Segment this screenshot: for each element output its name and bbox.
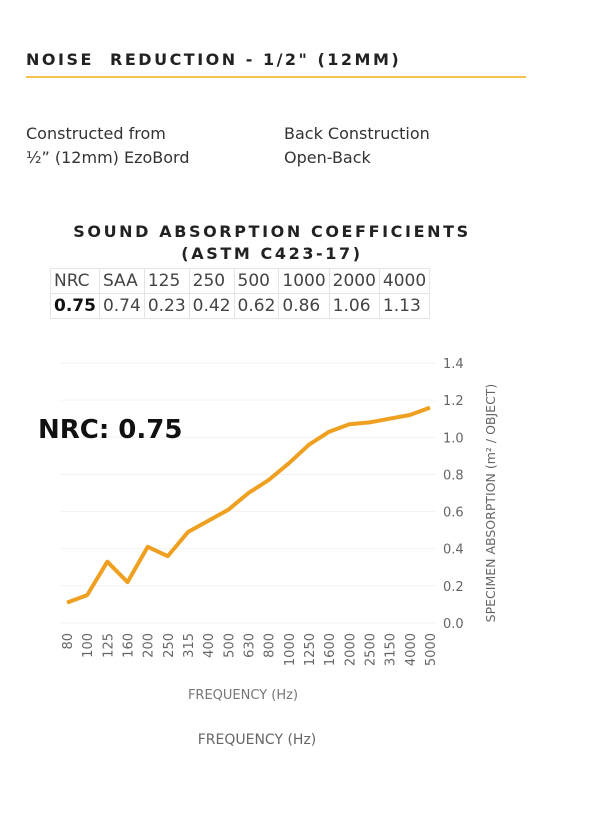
table-title: SOUND ABSORPTION COEFFICIENTS (ASTM C423… [0,221,544,265]
y-tick-label: 0.8 [443,468,464,483]
x-tick-label: 4000 [404,633,419,666]
x-tick-label: 400 [202,633,217,658]
y-tick-label: 1.0 [443,431,464,446]
x-tick-label: 200 [142,633,157,658]
annotation: NRC: 0.75 [38,415,182,445]
x-tick-label: 125 [101,633,116,658]
x-tick-label: 1600 [323,633,338,666]
table-cell: 1.13 [378,293,431,319]
table: NRC SAA 125 250 500 1000 2000 4000 0.75 0.74 0.23 0… [50,268,431,319]
table-cell: 0.62 [233,293,280,319]
data-line [66,405,431,605]
spec-line: Constructed from [26,124,166,143]
spec-line: Back Construction [284,124,430,143]
y-tick-label: 0.2 [443,580,464,595]
x-tick-label: 800 [263,633,278,658]
table-cell: NRC [50,268,100,294]
y-axis-label: SPECIMEN ABSORPTION (m² / OBJECT) [483,384,498,623]
table-row: NRC SAA 125 250 500 1000 2000 4000 [50,268,431,294]
x-tick-label: 160 [122,633,137,658]
x-tick-label: 1000 [283,633,298,666]
x-tick-label: 100 [81,633,96,658]
table-cell: 0.75 [50,293,100,319]
spec: Constructed from ½” (12mm) EzoBord [26,122,190,170]
spec-line: Open-Back [284,148,371,167]
x-tick-label: 5000 [424,633,439,666]
x-tick-label: 250 [162,633,177,658]
table-title-line: (ASTM C423-17) [181,244,363,263]
x-axis-label: FREQUENCY (Hz) [188,688,298,703]
table-cell: 0.23 [143,293,190,319]
table-cell: 0.42 [188,293,235,319]
x-tick-label: 315 [182,633,197,658]
table-cell: 4000 [378,268,431,294]
x-tick-label: 630 [243,633,258,658]
table-cell: 0.86 [278,293,330,319]
table-cell: 250 [188,268,235,294]
y-tick-label: 0.4 [443,543,464,558]
y-tick-label: 1.4 [443,357,464,372]
x-axis-caption: FREQUENCY (Hz) [198,732,317,748]
x-tick-label: 2500 [364,633,379,666]
y-tick-label: 0.0 [443,617,464,632]
x-tick-label: 1250 [303,633,318,666]
chart: 0.0 0.2 0.4 0.6 0.8 1.0 1.2 1.4 80 100 125 160 200 25… [38,357,498,748]
table-cell: 1000 [278,268,330,294]
title-rule [26,76,526,78]
table-cell: 2000 [328,268,380,294]
table-cell: 1.06 [328,293,380,319]
table-cell: 500 [233,268,280,294]
table-cell: 125 [143,268,190,294]
table-row: 0.75 0.74 0.23 0.42 0.62 0.86 1.06 1.13 [50,293,431,319]
table-title-line: SOUND ABSORPTION COEFFICIENTS [73,222,471,241]
table-cell: 0.74 [98,293,145,319]
table-cell: SAA [98,268,145,294]
x-tick-label: 500 [222,633,237,658]
y-tick-label: 1.2 [443,394,464,409]
spec: Back Construction Open-Back [284,122,430,170]
x-tick-label: 2000 [343,633,358,666]
y-tick-label: 0.6 [443,506,464,521]
x-tick-label: 3150 [384,633,399,666]
spec-line: ½” (12mm) EzoBord [26,148,190,167]
x-tick-label: 80 [61,633,76,650]
title: NOISE REDUCTION - 1/2" (12MM) [26,50,402,69]
